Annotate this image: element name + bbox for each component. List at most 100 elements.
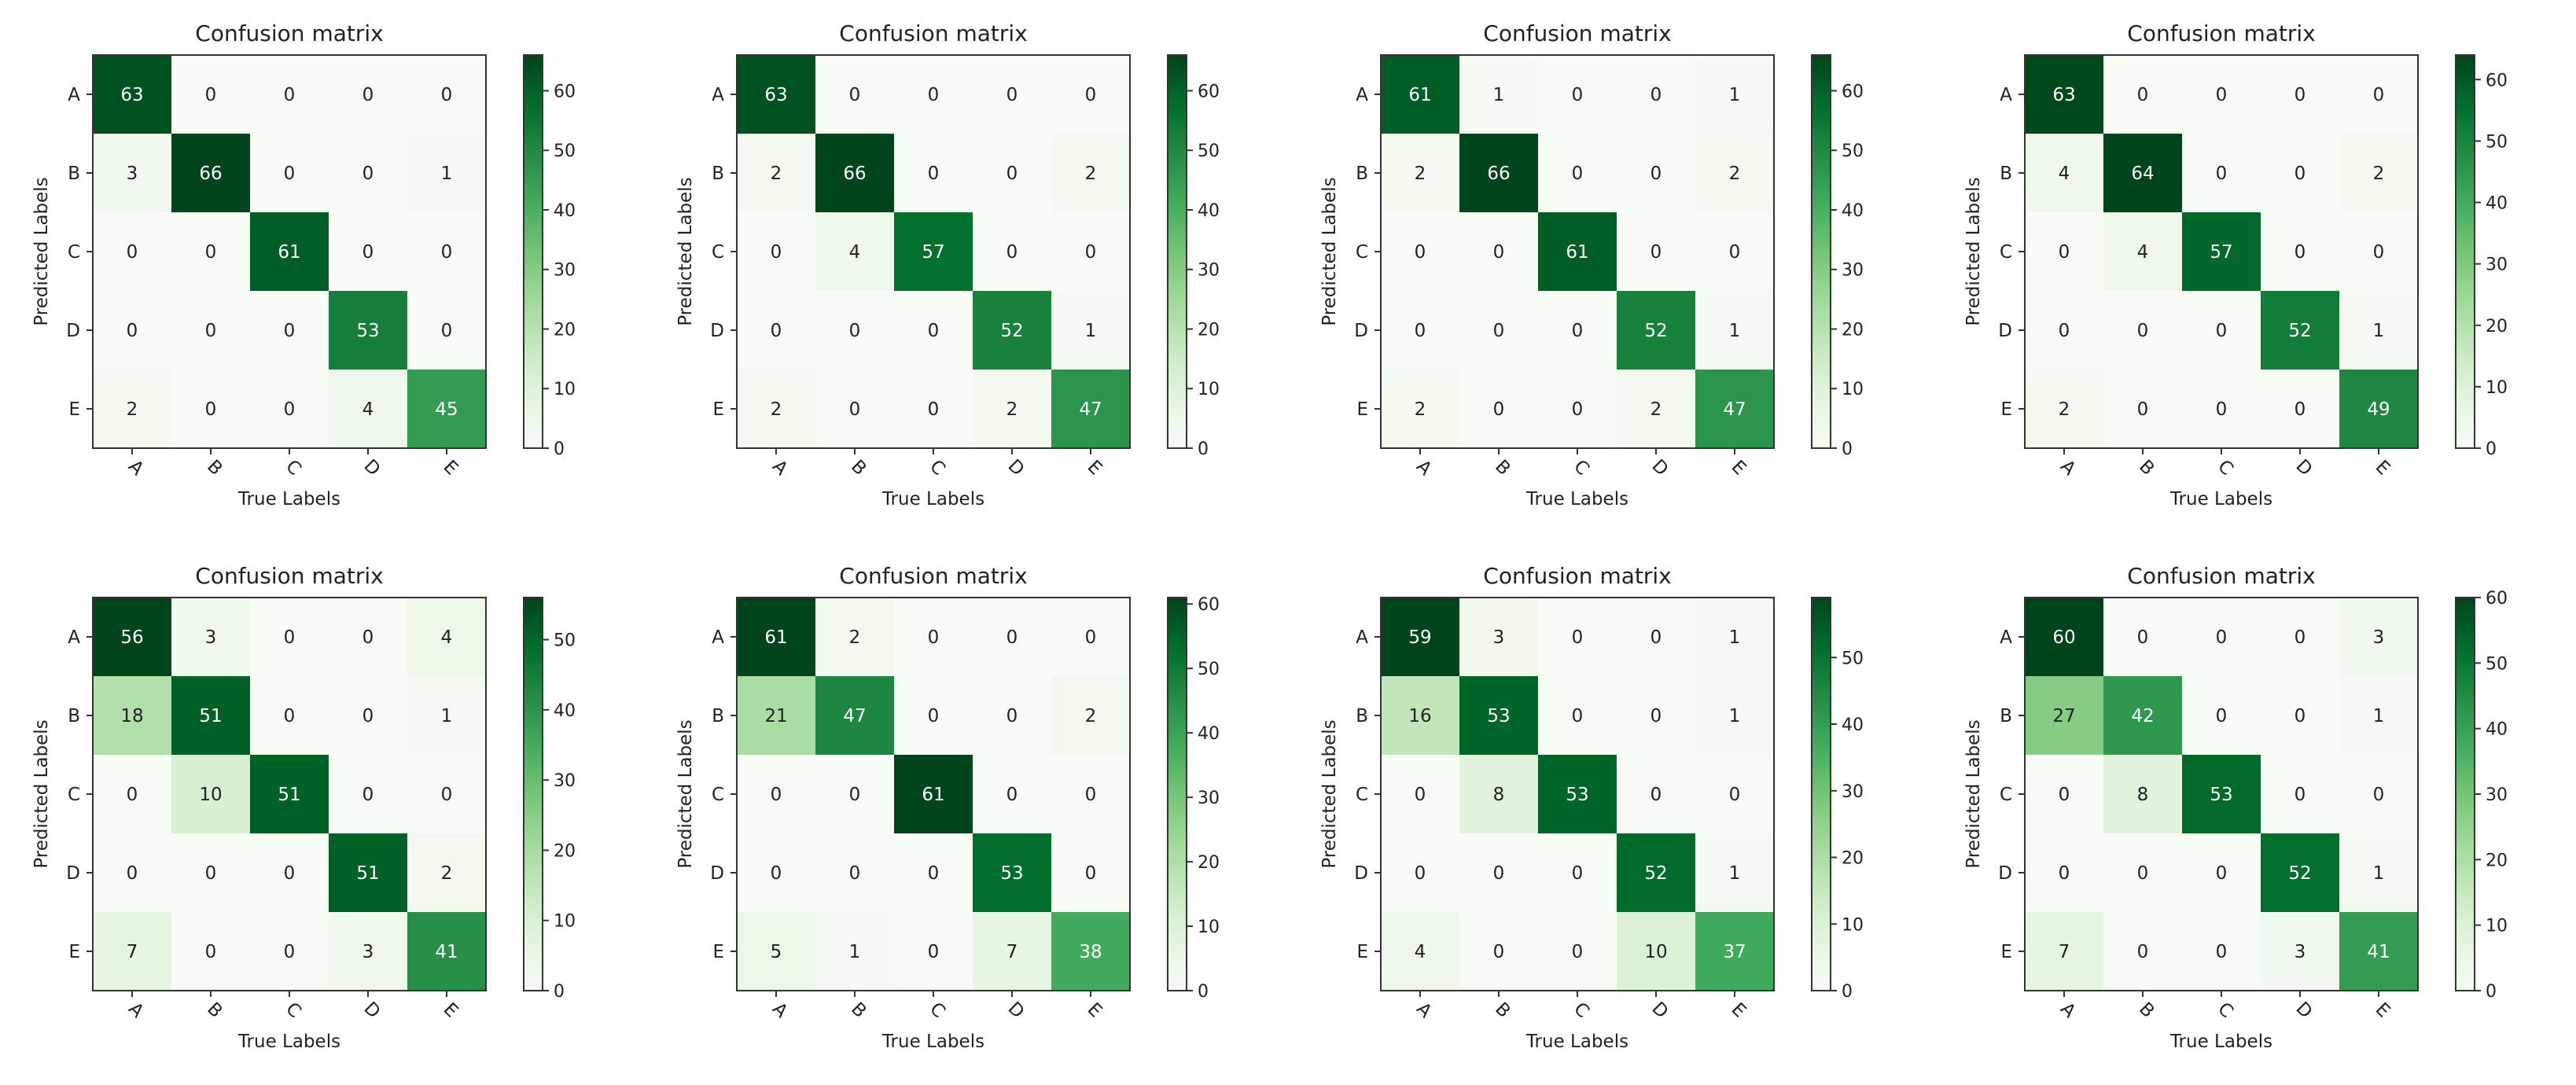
matrix-cell	[737, 370, 815, 448]
x-tick-label: B	[2135, 999, 2158, 1022]
cell-value-label: 61	[1408, 85, 1431, 105]
x-tick-label: E	[1728, 457, 1750, 480]
matrix-cell	[2103, 598, 2182, 676]
matrix-cell	[1459, 212, 1538, 291]
matrix-cell	[737, 755, 815, 833]
colorbar-tick-label: 10	[1198, 380, 1220, 399]
y-tick-label: A	[2000, 627, 2012, 648]
matrix-cell	[1695, 912, 1774, 991]
cell-value-label: 0	[2137, 321, 2149, 341]
x-tick-label: D	[1003, 456, 1028, 480]
matrix-cell	[973, 134, 1051, 212]
matrix-cell	[1695, 291, 1774, 370]
matrix-cell	[407, 134, 486, 212]
colorbar-tick-label: 20	[2486, 317, 2508, 337]
colorbar	[523, 54, 543, 449]
colorbar-tick-label: 60	[2486, 71, 2508, 90]
cell-value-label: 2	[1729, 164, 1741, 184]
matrix-cell	[1617, 212, 1695, 291]
cell-value-label: 4	[441, 627, 453, 648]
colorbar-tick-label: 20	[1198, 853, 1220, 873]
cell-value-label: 41	[435, 942, 458, 962]
matrix-cell	[1617, 833, 1695, 912]
y-tick-label: B	[1356, 164, 1368, 184]
matrix-cell	[93, 291, 171, 370]
cell-value-label: 0	[1493, 399, 1505, 420]
cell-value-label: 51	[199, 706, 222, 726]
x-axis-label: True Labels	[881, 1032, 984, 1052]
cell-value-label: 0	[2059, 785, 2070, 805]
cell-value-label: 0	[1650, 85, 1662, 105]
y-tick-label: A	[712, 85, 724, 105]
matrix-cell	[1695, 370, 1774, 448]
x-tick-label: C	[282, 999, 305, 1022]
cell-value-label: 4	[362, 399, 374, 420]
x-tick-label: A	[124, 999, 148, 1022]
matrix-cell	[171, 370, 250, 448]
cell-value-label: 63	[2052, 85, 2075, 105]
x-tick-label: B	[203, 456, 226, 480]
matrix-cell	[407, 755, 486, 833]
colorbar-tick-label: 50	[2486, 132, 2508, 152]
colorbar-tick-label: 30	[554, 261, 576, 281]
cell-value-label: 0	[771, 321, 782, 341]
x-tick-label: A	[2056, 999, 2080, 1022]
cell-value-label: 0	[284, 706, 296, 726]
matrix-cell	[973, 55, 1051, 134]
cell-value-label: 66	[1487, 164, 1510, 184]
y-tick-label: B	[712, 706, 724, 726]
matrix-cell	[2261, 212, 2339, 291]
cell-value-label: 1	[1729, 85, 1741, 105]
matrix-cell	[329, 55, 407, 134]
matrix-cell	[1381, 55, 1459, 134]
cell-value-label: 0	[362, 785, 374, 805]
colorbar	[2455, 54, 2475, 449]
chart-title: Confusion matrix	[839, 563, 1027, 589]
cell-value-label: 59	[1408, 627, 1431, 648]
cell-value-label: 51	[278, 785, 300, 805]
matrix-cell	[2261, 598, 2339, 676]
matrix-cell	[815, 912, 894, 991]
matrix-cell	[737, 134, 815, 212]
matrix-cell	[815, 291, 894, 370]
colorbar-tick-label: 0	[1198, 982, 1209, 1002]
matrix-cell	[329, 370, 407, 448]
matrix-cell	[1051, 212, 1130, 291]
cell-value-label: 0	[928, 706, 940, 726]
chart-title: Confusion matrix	[195, 20, 383, 46]
x-tick-label: B	[203, 999, 226, 1022]
confusion-matrix-panel: Confusion matrix 61 2 0 0 0 21 47 0 0 2 0 0 61 0 0 0 0 0 53…	[644, 542, 1288, 1085]
cell-value-label: 0	[1729, 242, 1741, 263]
cell-value-label: 0	[284, 399, 296, 420]
cell-value-label: 0	[284, 321, 296, 341]
cell-value-label: 0	[849, 863, 861, 884]
matrix-cell	[2261, 134, 2339, 212]
matrix-cell	[1459, 676, 1538, 755]
colorbar-tick-label: 0	[1842, 440, 1853, 459]
matrix-cell	[2182, 370, 2261, 448]
cell-value-label: 21	[764, 706, 787, 726]
cell-value-label: 0	[1650, 706, 1662, 726]
matrix-cell	[407, 912, 486, 991]
cell-value-label: 0	[1006, 706, 1018, 726]
matrix-cell	[2182, 833, 2261, 912]
cell-value-label: 61	[764, 627, 787, 648]
chart-title: Confusion matrix	[195, 563, 383, 589]
matrix-cell	[2261, 370, 2339, 448]
cell-value-label: 0	[2294, 242, 2306, 263]
matrix-cell	[1381, 912, 1459, 991]
cell-value-label: 0	[2216, 942, 2228, 962]
cell-value-label: 2	[771, 399, 782, 420]
colorbar-tick-label: 0	[1842, 982, 1853, 1002]
matrix-cell	[1538, 55, 1617, 134]
matrix-cell	[2182, 212, 2261, 291]
x-axis-label: True Labels	[2169, 1032, 2272, 1052]
colorbar-tick-label: 60	[554, 82, 576, 101]
matrix-cell	[1695, 134, 1774, 212]
cell-value-label: 0	[2059, 863, 2070, 884]
matrix-cell	[1459, 291, 1538, 370]
y-tick-label: C	[2000, 785, 2012, 805]
x-tick-label: D	[2291, 999, 2316, 1023]
